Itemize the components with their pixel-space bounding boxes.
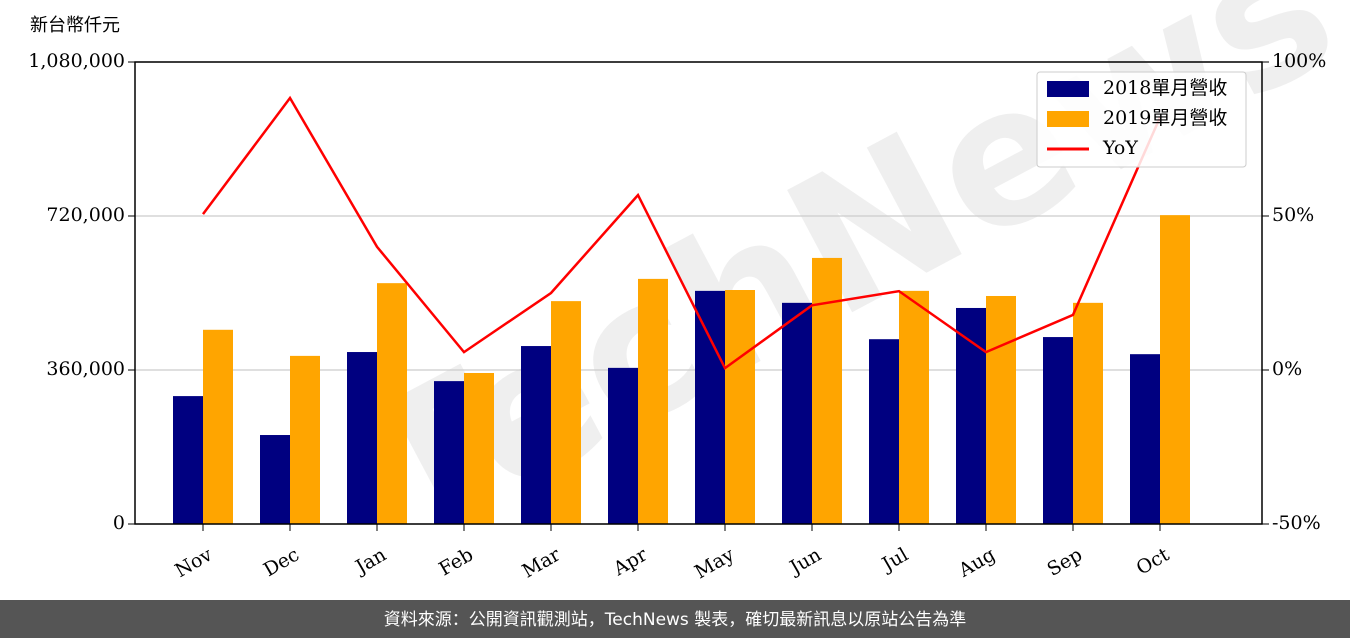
x-tick-label: Jul [877,544,912,577]
x-tick-label: Oct [1133,543,1174,579]
x-tick-label: Jan [350,544,390,580]
y-tick-label: 720,000 [46,204,125,226]
y-tick-label: 360,000 [46,358,125,380]
bar [638,278,668,524]
bar [521,346,551,524]
bar [464,372,494,524]
bar [1160,215,1190,524]
bar [986,295,1016,524]
x-tick-label: Nov [171,543,216,582]
x-tick-label: May [691,543,738,583]
bar [203,329,233,524]
x-tick-label: Dec [260,544,303,582]
bar [434,381,464,524]
bar [608,367,638,524]
x-tick-label: Aug [954,544,999,583]
y2-tick-label: 100% [1272,50,1326,72]
plot-frame [134,61,1263,525]
y2-tick-label: 0% [1272,358,1302,380]
bar [347,352,377,524]
legend-box [1036,71,1247,168]
x-tick-label: Apr [609,543,652,580]
bar [290,355,320,524]
bar [1043,337,1073,524]
bar [956,307,986,524]
bar [869,339,899,524]
bar [725,290,755,524]
bar [1130,354,1160,524]
y2-tick-label: -50% [1272,512,1321,534]
y-tick-label: 1,080,000 [28,50,125,72]
footer-band [0,600,1350,638]
y2-tick-label: 50% [1272,204,1314,226]
y-tick-label: 0 [113,512,125,534]
bar [1073,302,1103,524]
legend-swatch [1047,111,1089,127]
y-axis-label: 新台幣仟元 [30,15,120,36]
footer: 資料來源：公開資訊觀測站，TechNews 製表，確切最新訊息以原站公告為準 [384,610,966,630]
legend-label: YoY [1102,137,1138,159]
bar [782,302,812,524]
bar [812,257,842,524]
x-tick-label: Sep [1043,544,1086,581]
x-tick-label: Jun [784,544,825,580]
x-tick-label: Mar [518,543,564,582]
yoy-line [201,95,1162,371]
legend-label: 2018單月營收 [1103,77,1227,99]
bar [173,396,203,524]
bar [899,290,929,524]
bar [260,435,290,524]
bar [377,283,407,524]
legend-label: 2019單月營收 [1103,107,1227,129]
bar [551,301,581,524]
bar [695,290,725,524]
legend-swatch [1047,81,1089,97]
